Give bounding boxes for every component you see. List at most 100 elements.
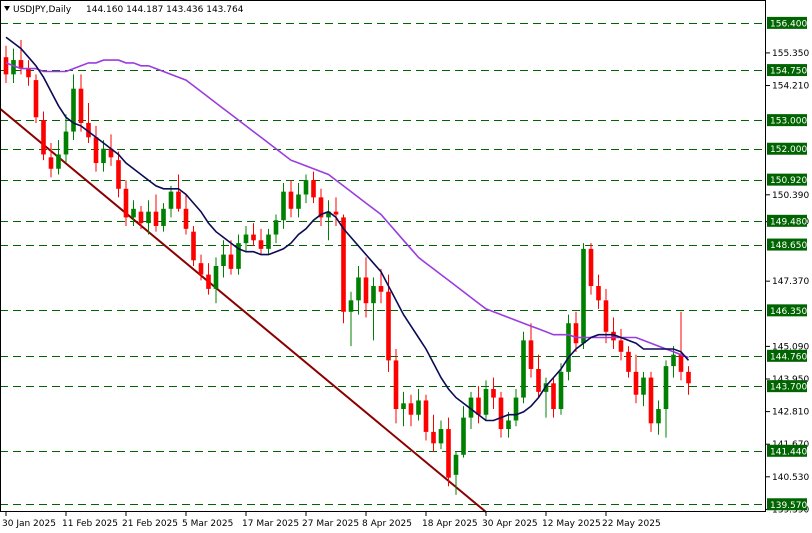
x-tick-label-4: 17 Mar 2025 xyxy=(242,519,299,529)
candle-17 xyxy=(131,200,136,226)
plot-border xyxy=(0,0,766,512)
candle-10 xyxy=(78,74,84,132)
level-label-text: 139.570 xyxy=(770,501,807,511)
candle-body xyxy=(251,234,256,241)
candle-body xyxy=(603,300,609,332)
candle-46 xyxy=(348,291,354,347)
candle-65 xyxy=(491,377,496,410)
candle-72 xyxy=(543,377,549,418)
candle-43 xyxy=(326,200,331,241)
chart-symbol-label: USDJPY,Daily xyxy=(13,5,72,15)
candle-body xyxy=(363,277,369,304)
level-label-bg xyxy=(767,16,807,29)
candle-body xyxy=(288,191,294,209)
candle-body xyxy=(633,371,639,395)
candle-11 xyxy=(86,102,91,144)
candle-3 xyxy=(26,60,31,86)
y-tick-label-4: 147.370 xyxy=(772,277,809,287)
candle-body xyxy=(551,383,556,410)
level-label-bg xyxy=(767,64,807,77)
level-label-bg xyxy=(767,214,807,227)
candle-body xyxy=(11,60,16,75)
x-tick-label-8: 30 Apr 2025 xyxy=(482,519,538,529)
candle-body xyxy=(48,157,54,169)
candle-74 xyxy=(558,363,564,415)
candle-body xyxy=(341,217,346,312)
candle-body xyxy=(71,88,76,132)
candle-38 xyxy=(288,180,294,218)
candle-body xyxy=(453,454,459,475)
level-label-10: 141.440 xyxy=(767,444,807,457)
candle-29 xyxy=(221,240,226,278)
candle-27 xyxy=(206,263,211,295)
candle-body xyxy=(78,88,84,123)
candle-55 xyxy=(416,389,421,421)
candle-5 xyxy=(41,111,46,161)
level-label-text: 153.000 xyxy=(770,117,807,127)
candle-69 xyxy=(521,331,526,404)
candle-50 xyxy=(378,268,384,304)
level-label-text: 148.650 xyxy=(770,241,807,251)
y-tick-label-10: 139.390 xyxy=(772,505,809,515)
candle-24 xyxy=(183,194,189,235)
candle-62 xyxy=(468,391,474,430)
candle-79 xyxy=(596,274,601,309)
candle-body xyxy=(438,429,444,444)
candle-45 xyxy=(341,214,346,324)
candle-9 xyxy=(71,74,76,141)
candle-body xyxy=(521,340,526,398)
candle-body xyxy=(41,120,46,155)
candle-35 xyxy=(266,228,271,255)
candle-body xyxy=(326,211,331,218)
candle-76 xyxy=(573,311,579,352)
candle-body xyxy=(101,148,106,164)
candle-body xyxy=(281,191,286,221)
level-label-bg xyxy=(767,380,807,393)
candle-body xyxy=(108,148,114,158)
y-tick-label-5: 145.090 xyxy=(772,342,809,352)
candle-13 xyxy=(101,140,106,172)
candle-60 xyxy=(453,451,459,495)
candle-body xyxy=(161,208,166,226)
candle-40 xyxy=(303,174,309,204)
level-label-0: 156.400 xyxy=(767,16,807,29)
candle-70 xyxy=(528,323,534,378)
candle-body xyxy=(656,409,661,424)
candle-body xyxy=(131,208,136,218)
candle-body xyxy=(116,160,121,189)
moving-averages-layer xyxy=(5,36,690,422)
candle-body xyxy=(513,397,519,421)
candle-0 xyxy=(3,45,9,83)
candle-91 xyxy=(686,366,691,395)
candle-body xyxy=(506,420,511,430)
candle-7 xyxy=(56,140,61,175)
candle-42 xyxy=(318,188,324,226)
candle-53 xyxy=(401,391,406,427)
candle-82 xyxy=(618,328,624,361)
chart-menu-triangle-icon[interactable] xyxy=(4,6,10,11)
level-label-text: 143.700 xyxy=(770,383,807,393)
candle-37 xyxy=(281,183,286,229)
candle-body xyxy=(558,371,564,410)
level-label-bg xyxy=(767,349,807,362)
candle-20 xyxy=(153,194,159,232)
level-label-4: 150.920 xyxy=(767,173,807,186)
candle-body xyxy=(663,366,669,410)
level-label-bg xyxy=(767,173,807,186)
candle-body xyxy=(371,286,376,304)
candle-6 xyxy=(48,143,54,178)
candle-body xyxy=(303,180,309,195)
fast-moving-average-line xyxy=(5,36,690,422)
descending-trendline xyxy=(0,107,487,513)
level-label-bg xyxy=(767,498,807,511)
candle-75 xyxy=(566,314,571,381)
level-label-text: 150.920 xyxy=(770,176,807,186)
candle-body xyxy=(348,300,354,312)
candle-body xyxy=(63,131,69,155)
candle-body xyxy=(581,248,586,344)
candle-33 xyxy=(251,223,256,246)
chart-ohlc-readout: 144.160 144.187 143.436 143.764 xyxy=(86,5,244,15)
x-tick-label-0: 30 Jan 2025 xyxy=(2,519,56,529)
chart-plot-area xyxy=(0,0,766,512)
